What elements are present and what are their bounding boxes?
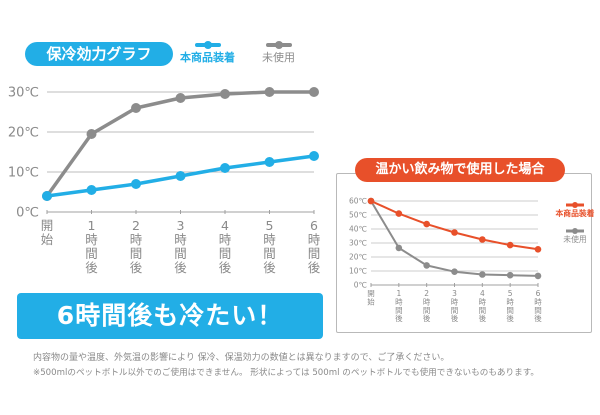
- data-point: [479, 271, 486, 278]
- x-tick-label: 開始: [367, 289, 375, 306]
- y-tick-label: 50℃: [349, 211, 367, 220]
- data-point: [309, 151, 319, 161]
- cold-chart-title: 保冷効力グラフ: [25, 42, 173, 66]
- x-tick-label: 2 時間後: [130, 218, 143, 275]
- legend-label: 本商品装着: [180, 51, 235, 64]
- x-tick-label: 2 時間後: [423, 289, 431, 323]
- data-point: [451, 268, 458, 275]
- data-point: [220, 89, 230, 99]
- legend-blue-line-icon: [194, 41, 221, 49]
- y-tick-label: 20℃: [349, 253, 367, 262]
- y-tick-label: 20℃: [8, 126, 39, 141]
- data-point: [220, 163, 230, 173]
- x-tick-label: 6 時間後: [308, 218, 321, 275]
- data-point: [367, 197, 375, 205]
- legend-label: 未使用: [563, 234, 586, 244]
- x-tick-label: 5 時間後: [263, 218, 276, 275]
- hot-chart-panel: [336, 173, 592, 333]
- cold-chart: 0℃ 10℃ 20℃ 30℃ 開始 1 時間後 2 時間後 3 時間後 4 時間後 5 時間後 6 時間後: [8, 86, 321, 275]
- note-line-2: ※500mlのペットボトル以外でのご使用はできません。 形状によっては 500m…: [33, 368, 540, 378]
- x-tick-label: 開始: [41, 218, 54, 247]
- note-line-1: 内容物の量や温度、外気温の影響により 保冷、保温効力の数値とは異なりますので、ご…: [33, 353, 450, 363]
- legend-marker-icon: [572, 202, 578, 208]
- data-point: [506, 241, 514, 249]
- data-point: [86, 185, 97, 195]
- data-point: [395, 244, 403, 252]
- y-tick-label: 60℃: [349, 197, 367, 206]
- x-tick-label: 3 時間後: [174, 218, 187, 275]
- data-point: [534, 272, 542, 280]
- data-point: [86, 129, 97, 139]
- x-tick-label: 1 時間後: [395, 289, 403, 323]
- data-point: [131, 103, 141, 113]
- data-point: [42, 191, 52, 201]
- x-tick-label: 3 時間後: [451, 289, 459, 323]
- y-tick-label: 0℃: [354, 281, 367, 290]
- data-point: [423, 262, 430, 269]
- legend-marker-icon: [572, 228, 578, 234]
- y-tick-label: 30℃: [349, 239, 367, 248]
- y-tick-label: 10℃: [8, 166, 39, 181]
- x-tick-label: 1 時間後: [85, 218, 98, 275]
- legend-label: 本商品装着: [556, 208, 595, 218]
- data-point: [264, 157, 275, 167]
- data-point: [506, 271, 514, 279]
- data-point: [423, 220, 430, 228]
- y-tick-label: 40℃: [349, 225, 367, 234]
- data-point: [534, 246, 542, 253]
- data-point: [264, 87, 275, 97]
- data-point: [451, 229, 458, 236]
- hot-chart-title: 温かい飲み物で使用した場合: [355, 158, 565, 182]
- y-tick-label: 0℃: [16, 206, 39, 221]
- data-point: [175, 171, 186, 181]
- legend-label: 未使用: [262, 51, 295, 64]
- data-point: [395, 210, 403, 217]
- hot-chart: 0℃ 10℃ 20℃ 30℃ 40℃ 50℃ 60℃ 開始 1 時間後 2 時間後 3 時間後 4 時間後 5 時…: [349, 197, 595, 324]
- x-tick-label: 5 時間後: [506, 289, 514, 323]
- data-point: [175, 93, 186, 103]
- y-tick-label: 30℃: [8, 86, 39, 101]
- data-point: [131, 179, 141, 189]
- x-tick-label: 6 時間後: [534, 289, 542, 323]
- legend-item-unused: 未使用: [262, 41, 295, 65]
- y-tick-label: 10℃: [349, 267, 367, 276]
- x-tick-label: 4 時間後: [219, 218, 232, 275]
- legend-item-with-product: 本商品装着: [180, 41, 235, 65]
- data-point: [479, 236, 486, 243]
- data-point: [309, 87, 319, 97]
- cold-banner: 6時間後も冷たい！: [17, 293, 323, 339]
- x-tick-label: 4 時間後: [479, 289, 487, 323]
- legend-gray-line-icon: [265, 41, 292, 49]
